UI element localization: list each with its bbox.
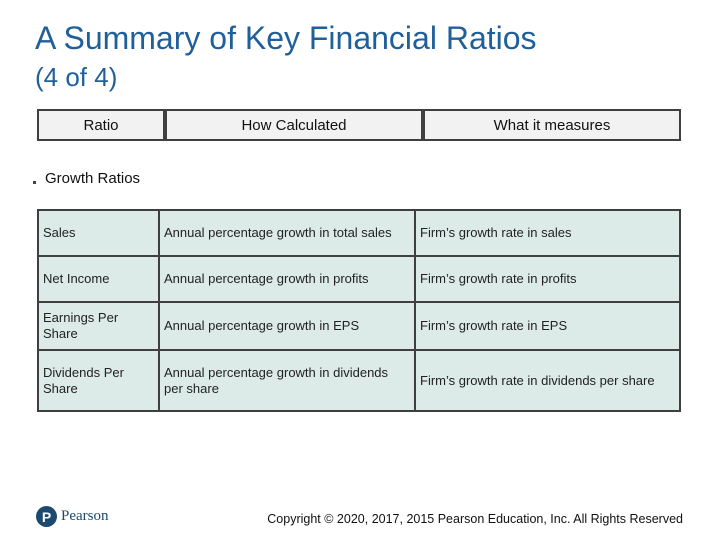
section-label: Growth Ratios	[45, 170, 141, 187]
table-cell-calc: Annual percentage growth in total sales	[160, 211, 414, 255]
table-cell-calc: Annual percentage growth in EPS	[160, 303, 414, 349]
table-cell-calc: Annual percentage growth in profits	[160, 257, 414, 301]
header-how-calculated: How Calculated	[167, 111, 421, 139]
table-cell-measures: Firm’s growth rate in sales	[416, 211, 679, 255]
slide-subtitle: (4 of 4)	[35, 62, 118, 92]
copyright-notice: Copyright © 2020, 2017, 2015 Pearson Edu…	[267, 512, 683, 526]
table-cell-calc: Annual percentage growth in dividends pe…	[160, 351, 414, 410]
table-cell-measures: Firm’s growth rate in EPS	[416, 303, 679, 349]
table-cell-ratio: Dividends Per Share	[39, 351, 158, 410]
table-header: Ratio How Calculated What it measures	[37, 109, 681, 141]
table-cell-measures: Firm’s growth rate in profits	[416, 257, 679, 301]
slide-title: A Summary of Key Financial Ratios	[35, 20, 537, 56]
table-cell-measures: Firm’s growth rate in dividends per shar…	[416, 351, 679, 410]
pearson-logo-text: Pearson	[61, 508, 109, 524]
ratios-table: Sales Annual percentage growth in total …	[37, 209, 681, 412]
pearson-logo-icon: P	[36, 506, 57, 527]
bullet-marker	[33, 181, 36, 184]
header-what-it-measures: What it measures	[425, 111, 679, 139]
pearson-logo: P Pearson	[36, 506, 109, 527]
table-cell-ratio: Earnings Per Share	[39, 303, 158, 349]
header-ratio: Ratio	[39, 111, 163, 139]
table-cell-ratio: Net Income	[39, 257, 158, 301]
table-cell-ratio: Sales	[39, 211, 158, 255]
